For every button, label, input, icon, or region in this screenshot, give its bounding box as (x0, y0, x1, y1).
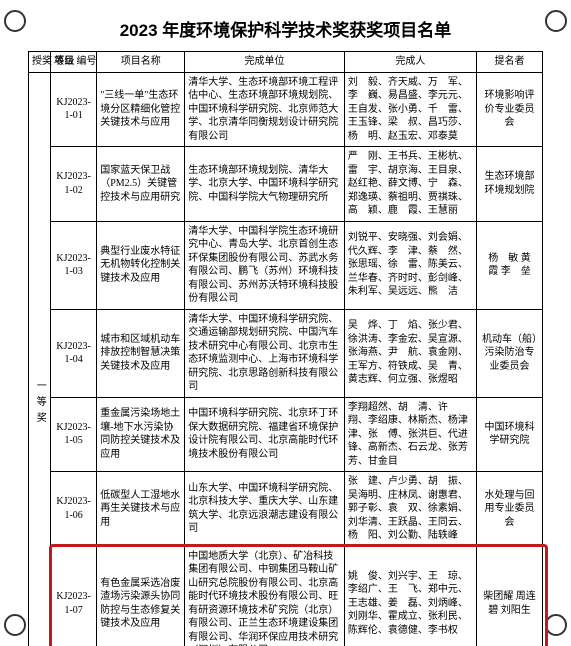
col-level: 授奖 等级 (29, 52, 51, 73)
cell-project-number: KJ2023-1-05 (51, 397, 97, 472)
cell-unit: 山东大学、中国环境科学研究院、北京科技大学、重庆大学、山东建筑大学、北京远浪潮志… (185, 472, 345, 547)
award-level-cell: 一等奖 (29, 72, 51, 646)
table-row: KJ2023-1-06低碳型人工湿地水再生关键技术与应用山东大学、中国环境科学研… (29, 472, 543, 547)
cell-unit: 中国地质大学（北京）、矿冶科技集团有限公司、中钢集团马鞍山矿山研究总院股份有限公… (185, 546, 345, 646)
table-row: KJ2023-1-04城市和区域机动车排放控制智慧决策关键技术及应用清华大学、中… (29, 309, 543, 397)
table-header-row: 授奖 等级 项目 编号 项目名称 完成单位 完成人 提名者 (29, 52, 543, 73)
cell-nominator: 柴团耀 周连碧 刘阳生 (476, 546, 542, 646)
hole-punch (545, 614, 567, 636)
awards-table: 授奖 等级 项目 编号 项目名称 完成单位 完成人 提名者 一等奖KJ2023-… (28, 51, 543, 646)
cell-project-number: KJ2023-1-03 (51, 221, 97, 309)
cell-project-name: 国家蓝天保卫战（PM2.5）关键管控技术与应用研究 (97, 147, 185, 222)
cell-project-name: 有色金属采选冶废渣场污染源头协同防控与生态修复关键技术及应用 (97, 546, 185, 646)
cell-person: 严 刚、王书兵、王彬杭、雷 宇、胡京海、王目泉、赵红艳、薛文博、宁 森、郑逸瑛、… (344, 147, 476, 222)
cell-nominator: 环境影响评价专业委员会 (476, 72, 542, 147)
col-unit: 完成单位 (185, 52, 345, 73)
cell-project-number: KJ2023-1-06 (51, 472, 97, 547)
table-row: KJ2023-1-05重金属污染场地土壤-地下水污染协同防控关键技术及应用中国环… (29, 397, 543, 472)
hole-punch (4, 614, 26, 636)
cell-project-name: 低碳型人工湿地水再生关键技术与应用 (97, 472, 185, 547)
cell-unit: 清华大学、生态环境部环境工程评估中心、生态环境部环境规划院、中国环境科学研究院、… (185, 72, 345, 147)
page-title: 2023 年度环境保护科学技术奖获奖项目名单 (28, 16, 543, 41)
cell-unit: 清华大学、中国科学院生态环境研究中心、青岛大学、北京首创生态环保集团股份有限公司… (185, 221, 345, 309)
cell-project-name: "三线一单"生态环境分区精细化管控关键技术与应用 (97, 72, 185, 147)
cell-nominator: 杨 敏 黄 霞 李 垒 (476, 221, 542, 309)
cell-project-number: KJ2023-1-02 (51, 147, 97, 222)
cell-project-name: 城市和区域机动车排放控制智慧决策关键技术及应用 (97, 309, 185, 397)
hole-punch (545, 10, 567, 32)
cell-unit: 清华大学、中国环境科学研究院、交通运输部规划研究院、中国汽车技术研究中心有限公司… (185, 309, 345, 397)
cell-person: 张 建、卢少勇、胡 振、吴海明、庄林凤、谢惠君、郭子彰、袁 双、徐素娟、刘华清、… (344, 472, 476, 547)
cell-project-number: KJ2023-1-01 (51, 72, 97, 147)
cell-project-name: 典型行业废水特征无机物转化控制关键技术及应用 (97, 221, 185, 309)
table-row: KJ2023-1-02国家蓝天保卫战（PM2.5）关键管控技术与应用研究生态环境… (29, 147, 543, 222)
col-num: 项目 编号 (51, 52, 97, 73)
cell-project-number: KJ2023-1-07 (51, 546, 97, 646)
cell-project-number: KJ2023-1-04 (51, 309, 97, 397)
table-row: KJ2023-1-07有色金属采选冶废渣场污染源头协同防控与生态修复关键技术及应… (29, 546, 543, 646)
cell-nominator: 生态环境部环境规划院 (476, 147, 542, 222)
cell-person: 刘 毅、齐天威、万 军、李 巍、易昌盛、李元元、王自发、张小勇、千 雷、王玉锋、… (344, 72, 476, 147)
col-name: 项目名称 (97, 52, 185, 73)
cell-unit: 生态环境部环境规划院、清华大学、北京大学、中国环境科学研究院、中国科学院大气物理… (185, 147, 345, 222)
cell-nominator: 中国环境科学研究院 (476, 397, 542, 472)
cell-unit: 中国环境科学研究院、北京环丁环保大数据研究院、福建省环境保护设计院有限公司、北京… (185, 397, 345, 472)
col-nominator: 提名者 (476, 52, 542, 73)
cell-person: 刘锐平、安晓强、刘会娟、代久辉、李 津、蔡 然、张思瑶、徐 雷、陈美云、兰华春、… (344, 221, 476, 309)
cell-person: 吴 烨、丁 焰、张少君、徐洪涛、李金宏、吴宣源、张海燕、尹 航、袁金刚、王军方、… (344, 309, 476, 397)
table-row: KJ2023-1-03典型行业废水特征无机物转化控制关键技术及应用清华大学、中国… (29, 221, 543, 309)
table-row: 一等奖KJ2023-1-01"三线一单"生态环境分区精细化管控关键技术与应用清华… (29, 72, 543, 147)
cell-nominator: 水处理与回用专业委员会 (476, 472, 542, 547)
hole-punch (4, 10, 26, 32)
cell-person: 姚 俊、刘兴宇、王 琼、李绍广、王 飞、郑中元、王志雄、姜 磊、刘炳峰、刘刚华、… (344, 546, 476, 646)
cell-person: 李翔超然、胡 清、许 翔、李绍康、林斯杰、杨津津、张 傅、张洪巨、代进锋、高新杰… (344, 397, 476, 472)
cell-nominator: 机动车（船）污染防治专业委员会 (476, 309, 542, 397)
col-person: 完成人 (344, 52, 476, 73)
cell-project-name: 重金属污染场地土壤-地下水污染协同防控关键技术及应用 (97, 397, 185, 472)
